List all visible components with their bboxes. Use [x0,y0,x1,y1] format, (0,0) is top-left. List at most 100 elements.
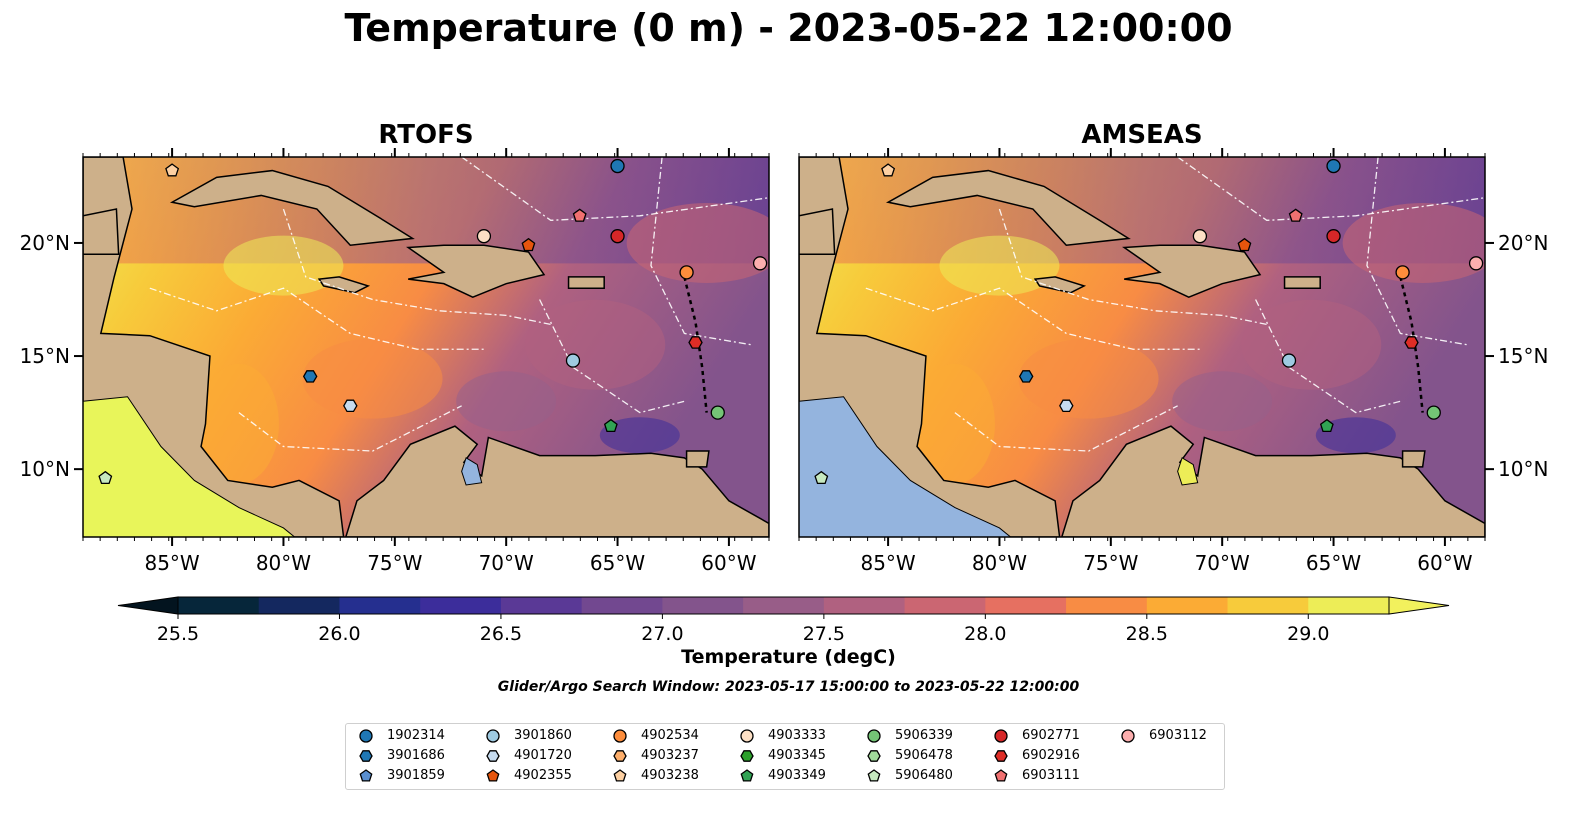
legend-marker-pentagon [486,769,500,782]
legend-marker-hexagon [613,750,627,762]
legend-label: 5906480 [895,768,953,783]
temperature-patch [1018,338,1159,419]
temperature-patch [302,338,443,419]
y-tick-label: 10°N [1498,457,1548,481]
legend-marker-pentagon [359,769,373,782]
legend-label: 5906478 [895,748,953,763]
eez-boundary [238,405,462,452]
map-panel-rtofs: 85°W 80°W 75°W 70°W 65°W 60°W 20°N 15°N 10°N [20,148,770,575]
legend-marker-pentagon [867,769,881,782]
legend-label: 4903349 [768,768,826,783]
legend-label: 6902916 [1022,748,1080,763]
legend-marker-shape [486,750,500,762]
colorbar-bin [1146,597,1229,614]
temperature-patch [914,363,995,484]
float-marker-4902534 [1395,265,1410,280]
land-yucatan [799,208,836,256]
eez-boundary [998,208,1267,326]
x-tick-label: 80°W [256,551,311,575]
float-marker-6903112 [1468,256,1484,271]
float-marker-6902771 [1326,229,1341,244]
x-tick-label: 65°W [1306,551,1361,575]
legend-marker-shape [613,750,627,762]
float-marker-6903111 [1288,208,1303,222]
x-tick-label: 70°W [1195,551,1250,575]
x-tick-label: 80°W [972,551,1027,575]
colorbar-tick-label: 28.5 [1126,623,1168,645]
figure-title: Temperature (0 m) - 2023-05-22 12:00:00 [344,6,1233,50]
legend-marker-circle [867,729,881,743]
lake-maracaibo [1177,457,1199,486]
legend-marker-circle [994,729,1008,743]
legend-marker-shape [867,769,881,782]
pacific-temperature-field [799,396,1012,537]
lake-maracaibo [461,457,483,486]
legend-marker-shape [740,729,754,743]
colorbar-label: Temperature (degC) [681,646,896,668]
colorbar-bin [1066,597,1148,614]
legend-marker-shape [486,769,500,782]
legend-marker-shape [994,750,1008,762]
float-marker-6902916 [688,336,703,349]
y-tick-label: 15°N [20,344,70,368]
legend-label: 3901860 [514,728,572,743]
colorbar-tick-label: 26.0 [318,623,360,645]
colorbar-tick-label: 29.0 [1287,623,1329,645]
eez-boundary [461,157,769,221]
legend-marker-pentagon [994,769,1008,782]
legend-label: 4903345 [768,748,826,763]
x-tick-label: 75°W [367,551,422,575]
legend-marker-shape [994,769,1008,782]
legend-label: 4903237 [641,748,699,763]
legend-label: 4902534 [641,728,699,743]
eez-boundary [1255,299,1401,414]
colorbar-bin [500,597,583,614]
x-tick-label: 70°W [479,551,534,575]
float-marker-4903333 [1192,229,1208,244]
float-marker-3901686 [1018,370,1034,383]
eez-boundary [282,208,551,326]
temperature-patch [456,371,557,432]
legend-label: 6903111 [1022,768,1080,783]
colorbar-bin [904,597,986,614]
x-tick-label: 85°W [860,551,915,575]
colorbar-bin [1308,597,1390,614]
float-marker-4903349 [1319,418,1334,433]
float-marker-4903238 [165,163,180,177]
colorbar-bin [339,597,421,614]
legend-label: 4902355 [514,768,572,783]
temperature-patch [939,235,1060,296]
colorbar-tick-label: 25.5 [157,623,199,645]
legend-marker-shape [613,729,627,743]
land-hispaniola [1121,244,1262,299]
legend-marker-circle [740,729,754,743]
colorbar-bin [178,597,260,614]
panel-title-amseas: AMSEAS [1081,120,1203,150]
legend-label: 3901686 [387,748,445,763]
float-marker-3901860 [1281,353,1297,368]
legend-marker-shape [359,750,373,762]
legend-marker-circle [613,729,627,743]
panel-title-rtofs: RTOFS [378,120,474,150]
eez-boundary [539,299,685,414]
colorbar-tick-label: 28.0 [964,623,1006,645]
legend-marker-circle [486,729,500,743]
legend-label: 1902314 [387,728,445,743]
float-marker-1902314 [610,158,625,174]
pacific-temperature-field [83,396,296,537]
temperature-patch [223,235,344,296]
float-marker-4902355 [1237,237,1252,252]
colorbar-bin [985,597,1067,614]
y-tick-label: 15°N [1498,344,1548,368]
legend-marker-shape [1121,729,1135,743]
eez-boundary [1177,157,1485,221]
float-marker-4902534 [679,265,694,280]
temperature-patch [1342,202,1485,283]
legend-marker-circle [359,729,373,743]
legend-label: 4901720 [514,748,572,763]
lesser-antilles-islands [683,276,708,413]
legend-marker-shape [359,729,373,743]
x-tick-label: 85°W [144,551,199,575]
colorbar-bin [258,597,340,614]
temperature-patch [1172,371,1273,432]
